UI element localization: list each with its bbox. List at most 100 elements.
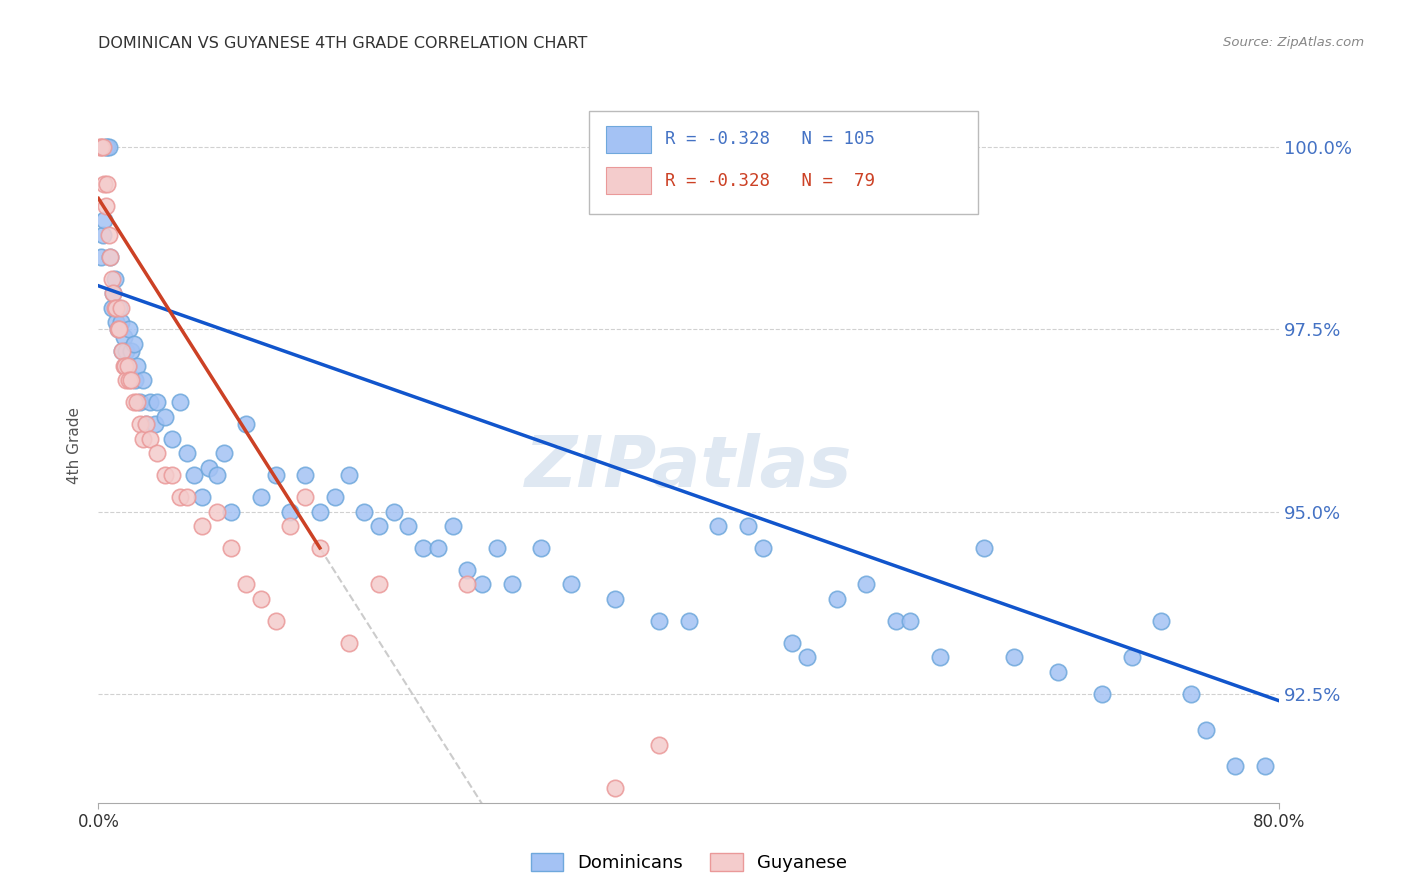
Point xyxy=(104,271,127,285)
Point xyxy=(648,738,671,752)
Point xyxy=(294,468,316,483)
Point xyxy=(205,468,228,483)
Point xyxy=(107,322,129,336)
Point xyxy=(105,301,128,315)
Point xyxy=(309,504,332,518)
Point xyxy=(118,374,141,388)
Point xyxy=(751,541,773,555)
Point xyxy=(191,490,214,504)
Point xyxy=(1223,759,1246,773)
Point xyxy=(120,344,142,359)
Point xyxy=(456,563,478,577)
Point xyxy=(114,359,136,373)
Point xyxy=(112,359,135,373)
Text: R = -0.328   N =  79: R = -0.328 N = 79 xyxy=(665,171,876,189)
Point xyxy=(250,591,273,606)
Point xyxy=(120,374,142,388)
Point xyxy=(98,250,121,264)
Bar xyxy=(606,167,651,194)
Point xyxy=(973,541,995,555)
Point xyxy=(221,541,243,555)
Bar xyxy=(606,126,651,153)
Point xyxy=(855,577,877,591)
Point xyxy=(93,177,115,191)
Point xyxy=(796,650,818,665)
Text: DOMINICAN VS GUYANESE 4TH GRADE CORRELATION CHART: DOMINICAN VS GUYANESE 4TH GRADE CORRELAT… xyxy=(98,36,588,51)
Point xyxy=(198,460,221,475)
Point xyxy=(560,577,582,591)
Point xyxy=(928,650,950,665)
Point xyxy=(264,468,287,483)
Point xyxy=(124,374,146,388)
Text: R = -0.328   N = 105: R = -0.328 N = 105 xyxy=(665,130,876,148)
Point xyxy=(294,490,316,504)
Point xyxy=(486,541,509,555)
Point xyxy=(90,140,112,154)
Point xyxy=(125,359,148,373)
Point xyxy=(153,468,176,483)
Point xyxy=(368,577,391,591)
Point xyxy=(107,322,129,336)
Point xyxy=(169,490,191,504)
Point xyxy=(91,140,114,154)
Point xyxy=(93,213,115,227)
Legend: Dominicans, Guyanese: Dominicans, Guyanese xyxy=(523,846,855,880)
Point xyxy=(108,322,131,336)
Point xyxy=(412,541,434,555)
Point xyxy=(501,577,523,591)
Point xyxy=(250,490,273,504)
Point xyxy=(339,635,360,649)
Point xyxy=(221,504,243,518)
Point xyxy=(648,614,671,628)
Point xyxy=(353,504,375,518)
Point xyxy=(91,227,114,242)
Point xyxy=(115,374,138,388)
Point xyxy=(471,577,494,591)
Point xyxy=(111,344,134,359)
Point xyxy=(96,177,118,191)
Point xyxy=(825,591,848,606)
Point xyxy=(112,330,135,344)
Point xyxy=(456,577,478,591)
Point xyxy=(103,286,125,301)
Point xyxy=(737,519,759,533)
Point xyxy=(100,271,122,285)
Point xyxy=(117,359,139,373)
Point xyxy=(94,140,117,154)
Point xyxy=(900,614,922,628)
Point xyxy=(128,417,150,432)
Point xyxy=(115,344,138,359)
Point xyxy=(162,432,183,446)
Point xyxy=(1254,759,1277,773)
Point xyxy=(128,395,150,409)
Point xyxy=(139,395,162,409)
Point xyxy=(103,286,125,301)
Point xyxy=(96,140,118,154)
Point xyxy=(117,359,139,373)
Point xyxy=(114,359,136,373)
Point xyxy=(707,519,730,533)
Point xyxy=(605,781,627,796)
Point xyxy=(309,541,332,555)
Point xyxy=(110,301,132,315)
Point xyxy=(323,490,346,504)
Point xyxy=(176,490,198,504)
Point xyxy=(339,468,360,483)
Point xyxy=(135,417,157,432)
Point xyxy=(605,591,627,606)
Point xyxy=(176,446,198,460)
Point xyxy=(135,417,157,432)
Point xyxy=(110,315,132,329)
Point xyxy=(162,468,183,483)
Point xyxy=(382,504,405,518)
Y-axis label: 4th Grade: 4th Grade xyxy=(67,408,83,484)
Point xyxy=(1002,650,1025,665)
Text: ZIPatlas: ZIPatlas xyxy=(526,433,852,502)
Point xyxy=(1121,650,1143,665)
Point xyxy=(98,250,121,264)
Point xyxy=(108,301,131,315)
Point xyxy=(205,504,228,518)
Point xyxy=(118,322,141,336)
Point xyxy=(122,337,145,351)
Point xyxy=(146,395,169,409)
